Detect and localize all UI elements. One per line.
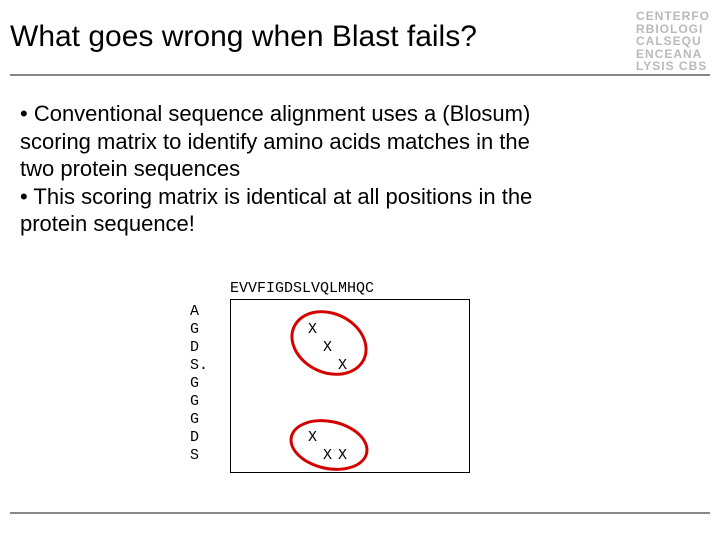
highlight-ellipse <box>285 412 374 478</box>
logo-line: CENTERFO <box>636 10 710 23</box>
bullet-item: • Conventional sequence alignment uses a… <box>20 100 560 183</box>
institution-logo: CENTERFO RBIOLOGI CALSEQU ENCEANA LYSIS … <box>636 10 710 73</box>
matrix-side-labels: A G D S. G G G D S <box>190 299 230 473</box>
alignment-matrix: EVVFIGDSLVQLMHQC A G D S. G G G D S XXXX… <box>190 280 470 473</box>
slide-title: What goes wrong when Blast fails? <box>10 20 477 54</box>
matrix-top-sequence: EVVFIGDSLVQLMHQC <box>230 280 470 297</box>
highlight-ellipse <box>280 298 379 388</box>
logo-line: CALSEQU <box>636 35 710 48</box>
bullet-list: • Conventional sequence alignment uses a… <box>20 100 560 238</box>
divider-top <box>10 74 710 76</box>
logo-line: LYSIS CBS <box>636 60 710 73</box>
bullet-item: • This scoring matrix is identical at al… <box>20 183 560 238</box>
matrix-cells-box: XXXXXX <box>230 299 470 473</box>
divider-bottom <box>10 512 710 514</box>
